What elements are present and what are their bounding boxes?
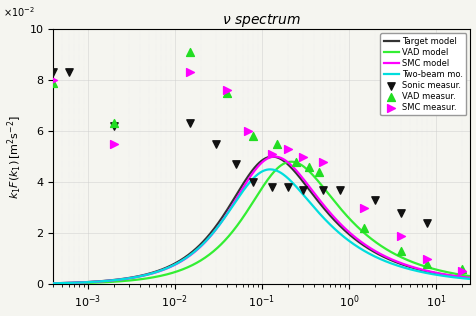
SMC model bbox=[272, 155, 278, 159]
Sonic measur. bbox=[50, 70, 57, 75]
Target model bbox=[467, 276, 473, 280]
Line: Target model: Target model bbox=[53, 157, 470, 283]
SMC model bbox=[158, 269, 163, 273]
SMC measur. bbox=[319, 159, 327, 164]
SMC model bbox=[297, 173, 303, 177]
SMC model bbox=[467, 276, 473, 280]
Two-beam mo. bbox=[158, 269, 163, 272]
VAD model bbox=[288, 160, 294, 164]
Target model bbox=[365, 246, 371, 250]
SMC measur. bbox=[268, 152, 276, 157]
Sonic measur. bbox=[397, 210, 405, 215]
Sonic measur. bbox=[232, 162, 239, 167]
Sonic measur. bbox=[187, 121, 194, 126]
VAD measur. bbox=[273, 141, 281, 146]
Target model bbox=[330, 216, 336, 220]
Target model bbox=[158, 268, 163, 272]
VAD measur. bbox=[315, 169, 322, 174]
Title: $\nu$ spectrum: $\nu$ spectrum bbox=[222, 12, 301, 29]
Line: VAD model: VAD model bbox=[53, 162, 470, 284]
SMC measur. bbox=[360, 205, 368, 210]
Two-beam mo. bbox=[267, 167, 273, 171]
VAD model bbox=[330, 197, 336, 201]
SMC measur. bbox=[284, 146, 292, 151]
SMC measur. bbox=[299, 154, 307, 159]
SMC measur. bbox=[223, 88, 231, 93]
Sonic measur. bbox=[284, 185, 292, 190]
Sonic measur. bbox=[319, 187, 327, 192]
Sonic measur. bbox=[213, 141, 220, 146]
Sonic measur. bbox=[371, 198, 379, 203]
SMC model bbox=[330, 214, 336, 217]
VAD measur. bbox=[424, 261, 431, 266]
VAD model bbox=[365, 234, 371, 238]
SMC model bbox=[124, 277, 130, 281]
Sonic measur. bbox=[337, 187, 344, 192]
SMC measur. bbox=[245, 129, 252, 134]
VAD measur. bbox=[293, 159, 300, 164]
SMC measur. bbox=[50, 77, 57, 82]
SMC measur. bbox=[187, 70, 194, 75]
Legend: Target model, VAD model, SMC model, Two-beam mo., Sonic measur., VAD measur., SM: Target model, VAD model, SMC model, Two-… bbox=[380, 33, 466, 115]
VAD measur. bbox=[110, 121, 118, 126]
VAD measur. bbox=[306, 164, 313, 169]
SMC measur. bbox=[110, 141, 118, 146]
Sonic measur. bbox=[268, 185, 276, 190]
Two-beam mo. bbox=[50, 282, 56, 285]
Sonic measur. bbox=[110, 124, 118, 129]
Two-beam mo. bbox=[330, 225, 336, 229]
Sonic measur. bbox=[424, 220, 431, 225]
Sonic measur. bbox=[249, 179, 257, 185]
VAD measur. bbox=[397, 248, 405, 253]
Line: SMC model: SMC model bbox=[53, 157, 470, 283]
VAD measur. bbox=[223, 90, 231, 95]
Two-beam mo. bbox=[124, 276, 130, 280]
Line: Two-beam mo.: Two-beam mo. bbox=[53, 169, 470, 283]
SMC measur. bbox=[397, 233, 405, 238]
VAD model bbox=[124, 279, 130, 283]
Sonic measur. bbox=[65, 70, 72, 75]
SMC model bbox=[239, 188, 245, 191]
VAD measur. bbox=[360, 226, 368, 231]
Target model bbox=[239, 184, 245, 188]
VAD model bbox=[50, 282, 56, 286]
SMC measur. bbox=[424, 256, 431, 261]
SMC model bbox=[365, 245, 371, 249]
Target model bbox=[124, 276, 130, 280]
VAD model bbox=[467, 274, 473, 278]
Two-beam mo. bbox=[467, 277, 473, 281]
Target model bbox=[50, 281, 56, 285]
VAD measur. bbox=[187, 50, 194, 55]
Two-beam mo. bbox=[297, 189, 303, 193]
VAD model bbox=[158, 274, 163, 278]
Sonic measur. bbox=[299, 187, 307, 192]
SMC model bbox=[50, 282, 56, 285]
Two-beam mo. bbox=[365, 251, 371, 255]
VAD measur. bbox=[458, 266, 466, 271]
Target model bbox=[270, 155, 276, 159]
VAD measur. bbox=[50, 80, 57, 85]
SMC measur. bbox=[458, 269, 466, 274]
Y-axis label: $k_1 F(k_1)\,\left[\mathrm{m^2 s^{-2}}\right]$: $k_1 F(k_1)\,\left[\mathrm{m^2 s^{-2}}\r… bbox=[6, 115, 24, 198]
VAD measur. bbox=[249, 134, 257, 139]
VAD model bbox=[239, 217, 245, 221]
Target model bbox=[297, 176, 303, 179]
Text: $\times 10^{-2}$: $\times 10^{-2}$ bbox=[3, 5, 35, 19]
VAD model bbox=[297, 162, 303, 166]
Two-beam mo. bbox=[239, 191, 245, 194]
